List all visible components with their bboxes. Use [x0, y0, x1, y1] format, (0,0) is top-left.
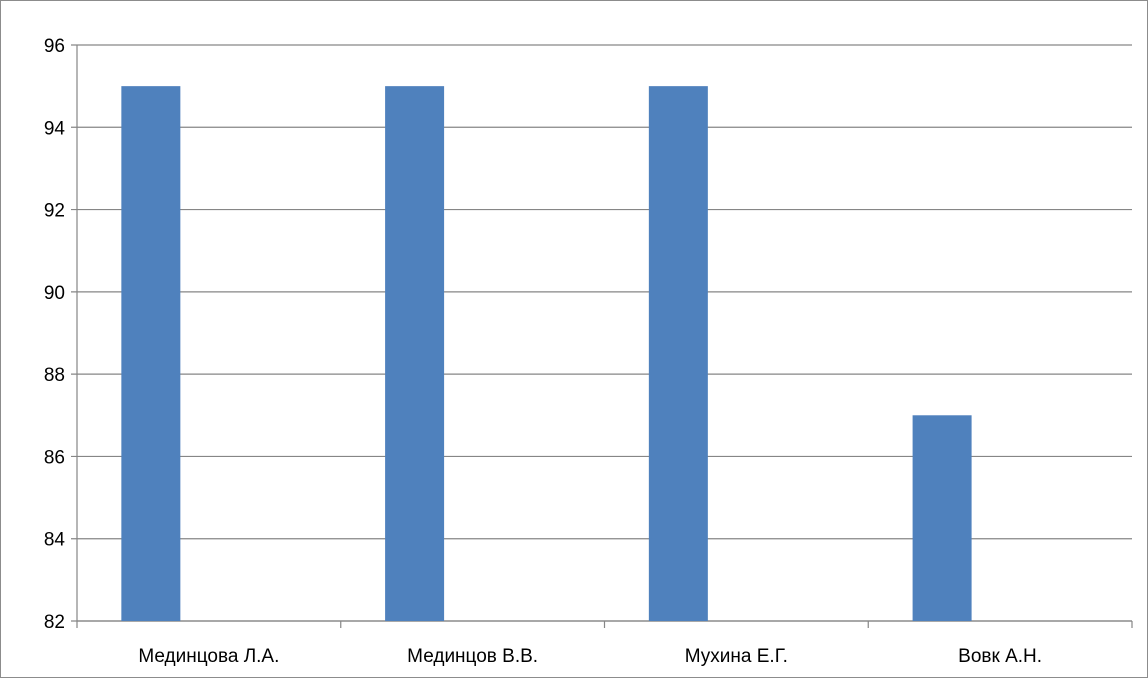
y-tick-label: 96 — [44, 36, 65, 57]
x-category-label: Мединцов В.В. — [407, 646, 538, 667]
bar-3 — [648, 86, 708, 621]
y-tick-label: 84 — [44, 530, 66, 551]
bar-4 — [912, 415, 972, 621]
y-tick-label: 86 — [44, 447, 65, 468]
x-category-label: Вовк А.Н. — [958, 646, 1042, 667]
x-category-label: Мединцова Л.А. — [138, 646, 279, 667]
y-tick-label: 88 — [44, 365, 65, 386]
bar-2 — [385, 86, 445, 621]
y-tick-label: 92 — [44, 201, 65, 222]
y-tick-label: 82 — [44, 612, 65, 633]
y-tick-label: 94 — [44, 118, 66, 139]
x-category-label: Мухина Е.Г. — [685, 646, 788, 667]
y-tick-label: 90 — [44, 283, 65, 304]
bar-1 — [121, 86, 181, 621]
